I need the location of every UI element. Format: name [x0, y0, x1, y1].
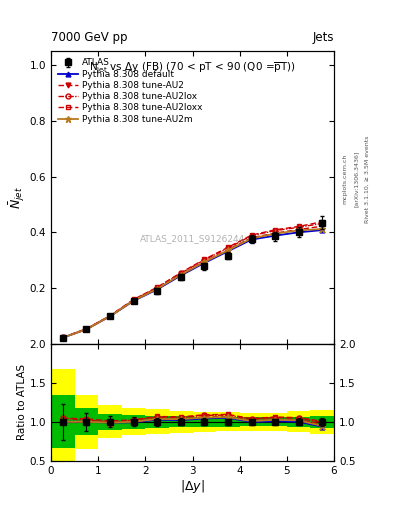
Pythia 8.308 tune-AU2m — [226, 247, 230, 253]
Pythia 8.308 tune-AU2lox — [273, 227, 277, 233]
Pythia 8.308 tune-AU2m — [320, 226, 325, 232]
Pythia 8.308 tune-AU2lox — [320, 220, 325, 226]
Pythia 8.308 tune-AU2 — [84, 326, 89, 332]
Pythia 8.308 tune-AU2lox — [226, 245, 230, 251]
Pythia 8.308 tune-AU2 — [320, 223, 325, 229]
Pythia 8.308 tune-AU2 — [155, 286, 160, 292]
Pythia 8.308 tune-AU2loxx — [178, 270, 183, 276]
Pythia 8.308 tune-AU2m — [273, 230, 277, 237]
Pythia 8.308 tune-AU2loxx — [273, 227, 277, 233]
Pythia 8.308 default — [249, 237, 254, 243]
Y-axis label: $\bar{N}_{jet}$: $\bar{N}_{jet}$ — [7, 186, 27, 209]
Text: mcplots.cern.ch: mcplots.cern.ch — [343, 154, 348, 204]
Pythia 8.308 tune-AU2loxx — [61, 334, 65, 340]
Pythia 8.308 tune-AU2loxx — [202, 257, 207, 263]
Legend: ATLAS, Pythia 8.308 default, Pythia 8.308 tune-AU2, Pythia 8.308 tune-AU2lox, Py: ATLAS, Pythia 8.308 default, Pythia 8.30… — [55, 56, 205, 126]
Pythia 8.308 tune-AU2lox — [202, 257, 207, 263]
Pythia 8.308 tune-AU2loxx — [296, 223, 301, 229]
Text: N$_{\sf jet}$ vs $\Delta$y (FB) (70 < pT < 90 (Q0 =$\overline{\sf p}$T)): N$_{\sf jet}$ vs $\Delta$y (FB) (70 < pT… — [89, 60, 296, 75]
Pythia 8.308 tune-AU2m — [61, 334, 65, 340]
Pythia 8.308 tune-AU2 — [202, 259, 207, 265]
Line: Pythia 8.308 tune-AU2lox: Pythia 8.308 tune-AU2lox — [61, 221, 325, 340]
Pythia 8.308 tune-AU2 — [249, 234, 254, 241]
Pythia 8.308 default — [131, 298, 136, 304]
Pythia 8.308 default — [61, 334, 65, 340]
Pythia 8.308 tune-AU2m — [155, 286, 160, 292]
Pythia 8.308 tune-AU2 — [61, 334, 65, 340]
Pythia 8.308 default — [178, 272, 183, 279]
Pythia 8.308 tune-AU2 — [131, 297, 136, 304]
Pythia 8.308 default — [320, 227, 325, 233]
Pythia 8.308 tune-AU2lox — [178, 270, 183, 276]
Pythia 8.308 tune-AU2lox — [84, 326, 89, 332]
Line: Pythia 8.308 tune-AU2loxx: Pythia 8.308 tune-AU2loxx — [61, 219, 325, 340]
Pythia 8.308 tune-AU2loxx — [155, 284, 160, 290]
Pythia 8.308 tune-AU2 — [108, 313, 112, 319]
Pythia 8.308 default — [296, 229, 301, 236]
Pythia 8.308 tune-AU2 — [273, 230, 277, 236]
Y-axis label: Ratio to ATLAS: Ratio to ATLAS — [17, 364, 27, 440]
Text: Rivet 3.1.10, ≥ 3.5M events: Rivet 3.1.10, ≥ 3.5M events — [365, 136, 370, 223]
Line: Pythia 8.308 default: Pythia 8.308 default — [61, 228, 325, 340]
Pythia 8.308 tune-AU2m — [131, 297, 136, 304]
Pythia 8.308 tune-AU2lox — [61, 334, 65, 340]
X-axis label: $|\Delta y|$: $|\Delta y|$ — [180, 478, 205, 496]
Pythia 8.308 tune-AU2 — [226, 247, 230, 253]
Pythia 8.308 tune-AU2loxx — [249, 232, 254, 238]
Text: ATLAS_2011_S9126244: ATLAS_2011_S9126244 — [140, 234, 245, 243]
Pythia 8.308 tune-AU2 — [178, 271, 183, 278]
Pythia 8.308 tune-AU2lox — [131, 296, 136, 303]
Pythia 8.308 default — [108, 313, 112, 319]
Pythia 8.308 tune-AU2m — [84, 326, 89, 332]
Pythia 8.308 default — [202, 260, 207, 266]
Pythia 8.308 tune-AU2m — [108, 313, 112, 319]
Pythia 8.308 tune-AU2m — [249, 236, 254, 242]
Line: Pythia 8.308 tune-AU2m: Pythia 8.308 tune-AU2m — [60, 226, 325, 341]
Pythia 8.308 tune-AU2loxx — [108, 312, 112, 318]
Pythia 8.308 tune-AU2loxx — [131, 296, 136, 303]
Pythia 8.308 tune-AU2loxx — [84, 326, 89, 332]
Pythia 8.308 tune-AU2m — [296, 227, 301, 233]
Pythia 8.308 tune-AU2loxx — [320, 219, 325, 225]
Pythia 8.308 tune-AU2m — [178, 271, 183, 278]
Pythia 8.308 tune-AU2m — [202, 259, 207, 265]
Pythia 8.308 default — [273, 232, 277, 239]
Pythia 8.308 tune-AU2 — [296, 226, 301, 232]
Pythia 8.308 tune-AU2loxx — [226, 244, 230, 250]
Pythia 8.308 tune-AU2lox — [108, 313, 112, 319]
Text: 7000 GeV pp: 7000 GeV pp — [51, 31, 128, 44]
Pythia 8.308 default — [226, 248, 230, 254]
Pythia 8.308 tune-AU2lox — [296, 224, 301, 230]
Pythia 8.308 tune-AU2lox — [155, 285, 160, 291]
Line: Pythia 8.308 tune-AU2: Pythia 8.308 tune-AU2 — [61, 224, 325, 340]
Text: [arXiv:1306.3436]: [arXiv:1306.3436] — [354, 151, 359, 207]
Pythia 8.308 default — [84, 326, 89, 332]
Pythia 8.308 default — [155, 286, 160, 292]
Pythia 8.308 tune-AU2lox — [249, 232, 254, 239]
Text: Jets: Jets — [312, 31, 334, 44]
